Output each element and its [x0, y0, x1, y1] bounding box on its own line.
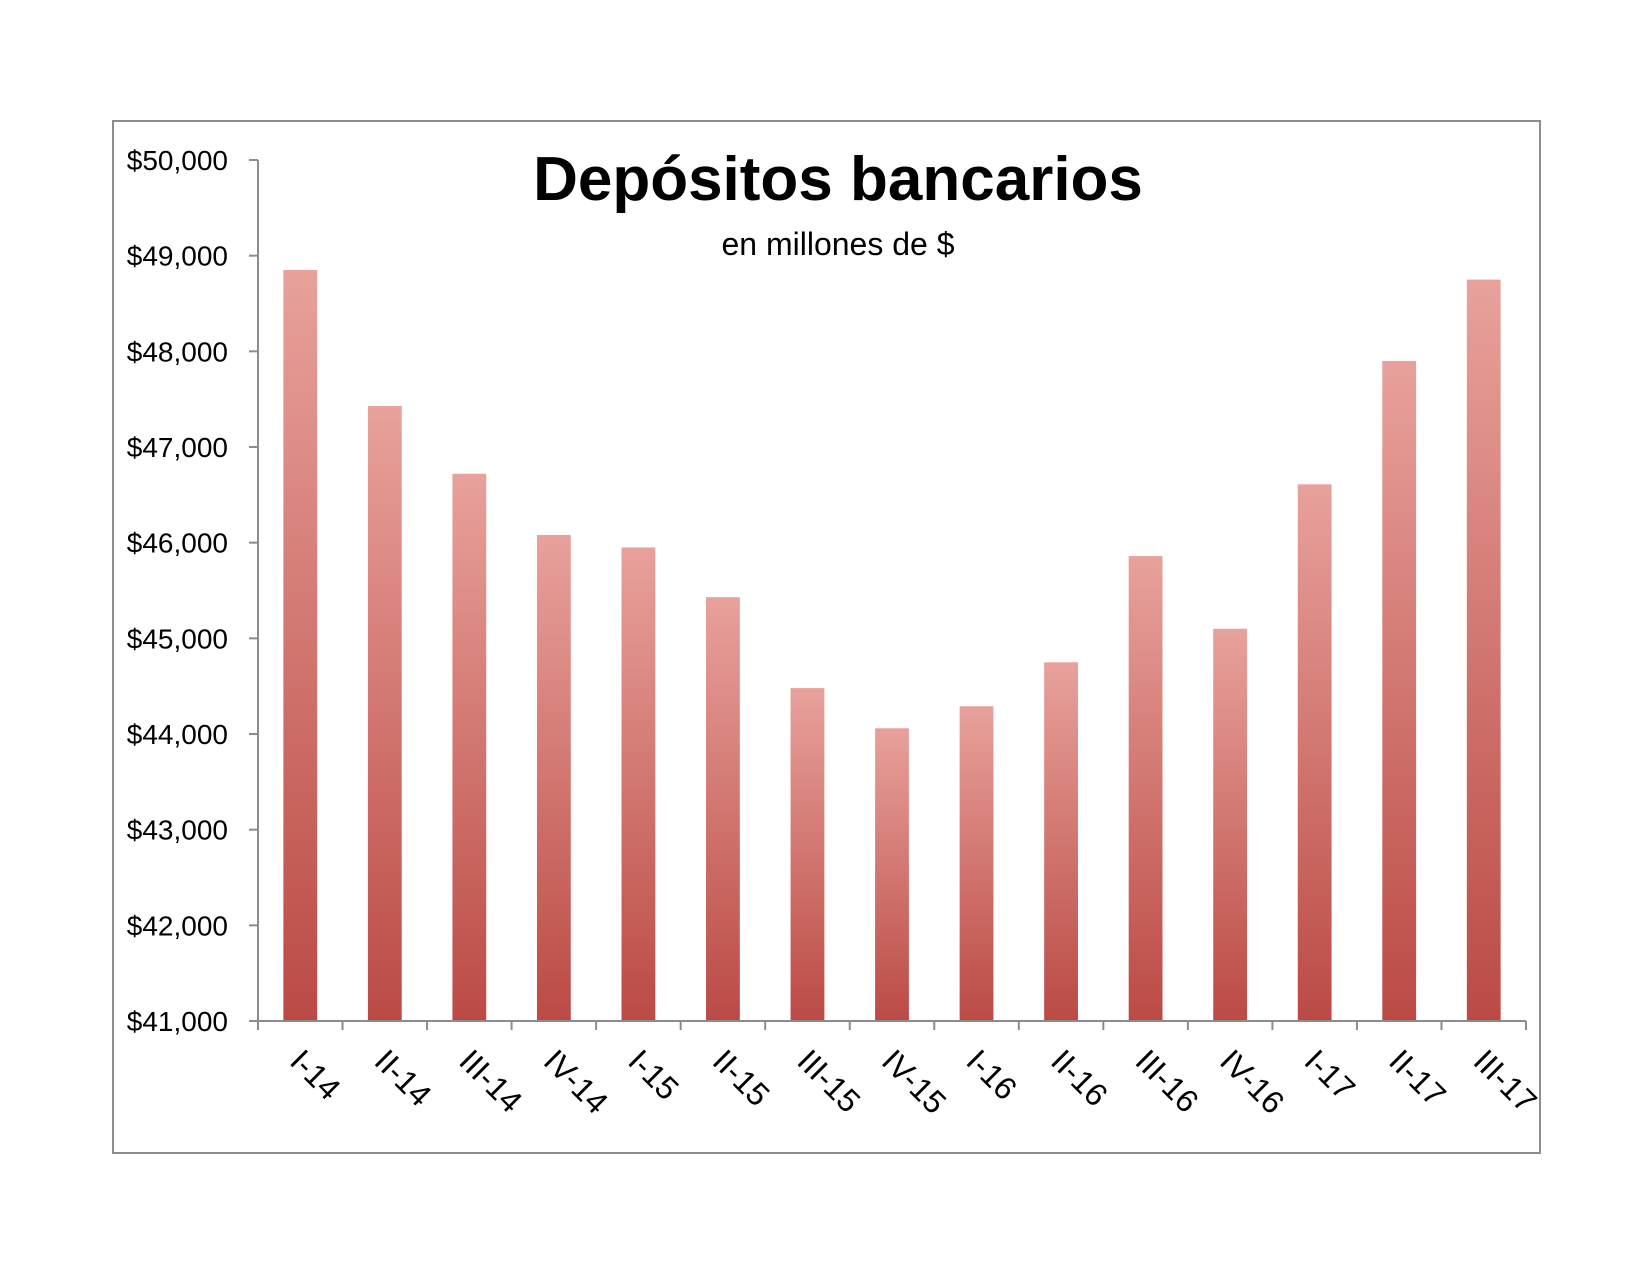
bar-I-16	[959, 706, 994, 1021]
y-tick-label: $42,000	[127, 910, 228, 941]
bar-II-17	[1382, 360, 1417, 1021]
bar-IV-16	[1213, 628, 1248, 1021]
bar-II-15	[706, 597, 740, 1021]
y-tick-label: $41,000	[127, 1006, 228, 1037]
bar-III-16	[1128, 556, 1163, 1021]
bar-III-14	[452, 473, 487, 1022]
y-tick-label: $45,000	[127, 623, 228, 654]
y-tick-label: $50,000	[127, 145, 228, 176]
bar-IV-14	[536, 535, 571, 1021]
bar-III-15	[790, 688, 825, 1021]
bar-I-17	[1297, 484, 1332, 1021]
y-tick-label: $46,000	[127, 528, 228, 559]
bar-I-15	[621, 547, 656, 1021]
chart-title: Depósitos bancarios	[533, 145, 1143, 214]
y-tick-label: $43,000	[127, 815, 228, 846]
bar-III-17	[1466, 279, 1501, 1021]
y-tick-label: $48,000	[127, 336, 228, 367]
bar-II-16	[1044, 662, 1078, 1021]
y-axis: $41,000 $42,000 $43,000 $44,000 $45,000 $46,0…	[127, 145, 259, 1037]
bars-layer	[283, 270, 1501, 1022]
bar-II-14	[367, 405, 402, 1021]
chart-subtitle: en millones de $	[721, 226, 954, 262]
y-tick-label: $44,000	[127, 719, 228, 750]
y-tick-label: $49,000	[127, 241, 228, 272]
bar-I-14	[283, 270, 318, 1021]
bar-IV-15	[875, 728, 909, 1021]
y-tick-label: $47,000	[127, 432, 228, 463]
